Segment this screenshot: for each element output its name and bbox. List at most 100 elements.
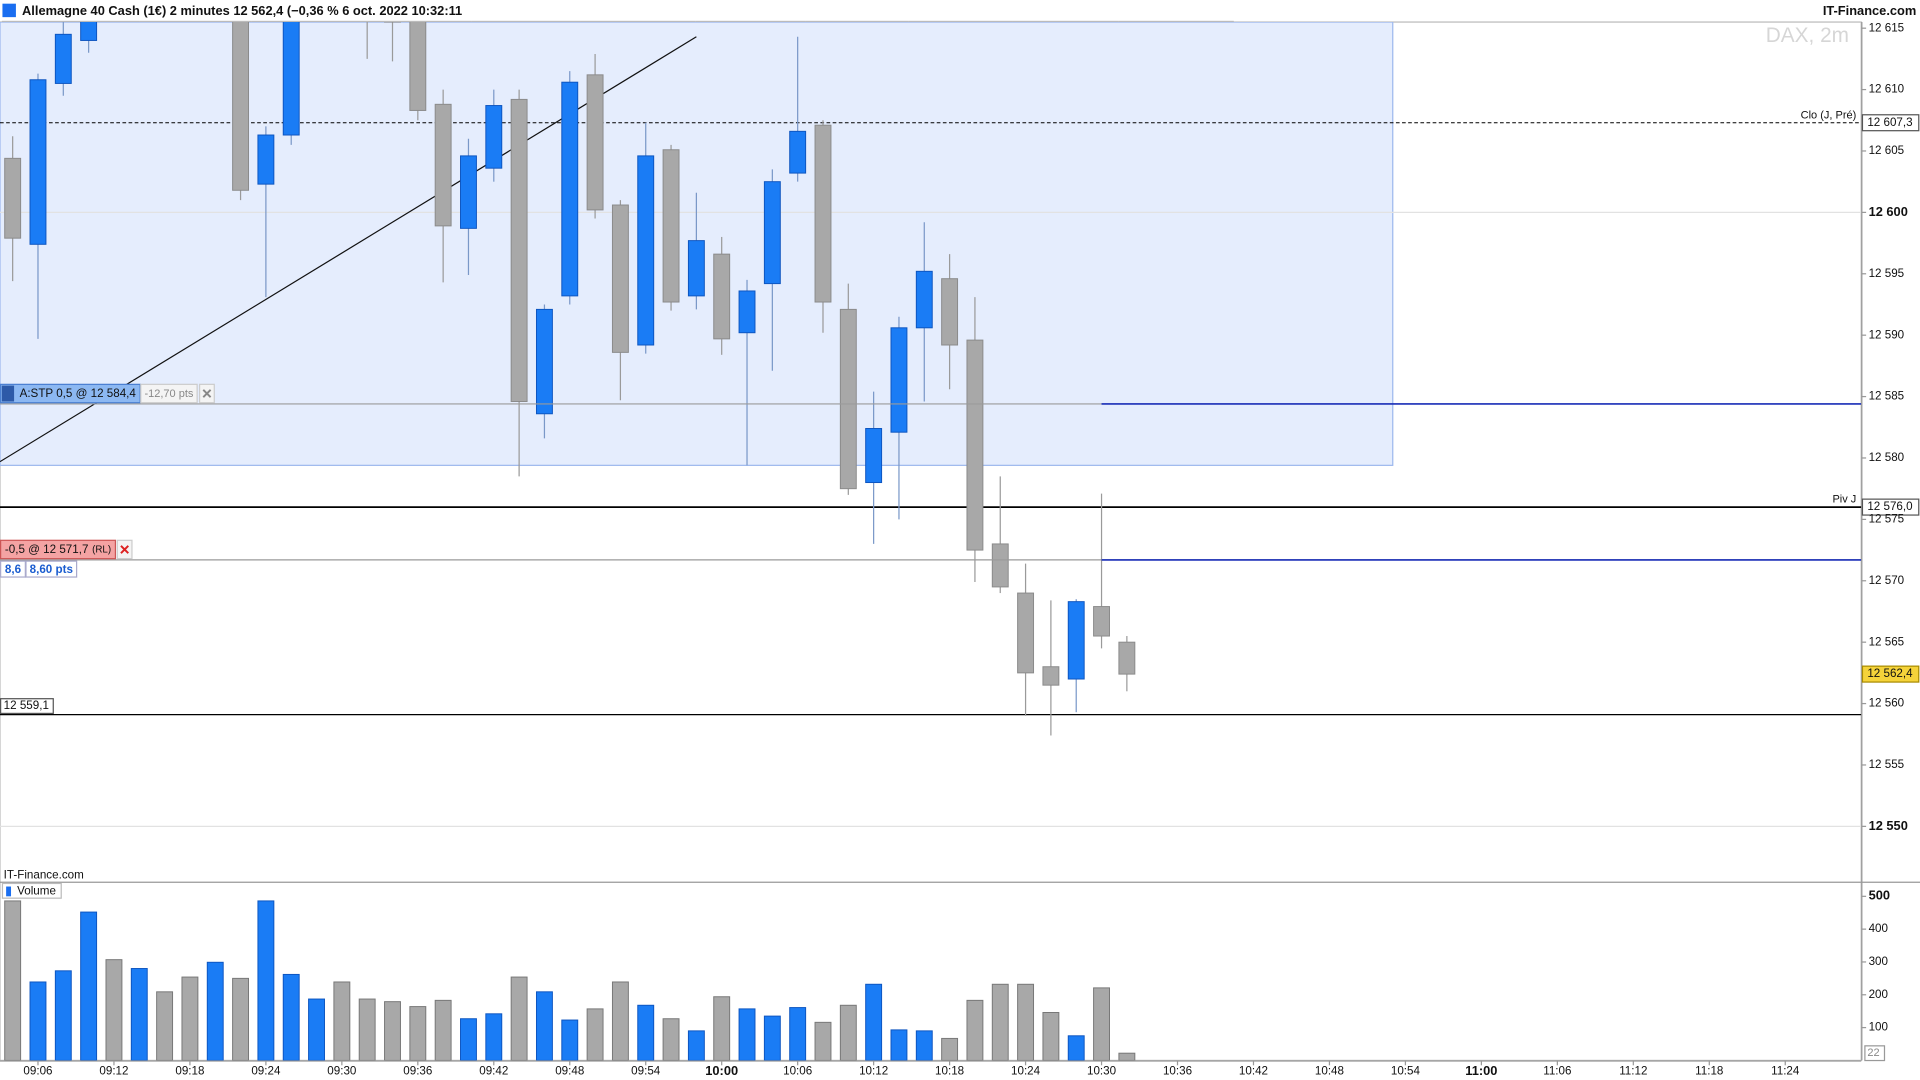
volume-bar: [611, 981, 629, 1061]
x-tick-label: 10:42: [1239, 1065, 1268, 1078]
y-tick-label: 12 575: [1869, 512, 1905, 525]
volume-bar: [1042, 1012, 1060, 1061]
candle-body: [991, 543, 1009, 588]
candle-body: [80, 22, 98, 41]
candle-body: [915, 270, 933, 329]
v-tick-label: 100: [1869, 1021, 1889, 1034]
x-tick-label: 09:24: [251, 1065, 281, 1078]
candle-body: [941, 278, 959, 346]
level-tag-box: [1861, 498, 1920, 516]
y-tick-label: 12 595: [1869, 267, 1905, 280]
header-source: IT-Finance.com: [1823, 3, 1916, 18]
candle-body: [789, 130, 807, 174]
candle-body: [257, 134, 275, 185]
volume-bar: [282, 973, 300, 1061]
y-tick-label: 12 590: [1869, 328, 1905, 341]
candle-body: [662, 149, 680, 303]
y-tick-label: 12 550: [1869, 818, 1908, 833]
volume-bar: [561, 1019, 579, 1061]
order-label[interactable]: A:STP 0,5 @ 12 584,4 -12,70 pts: [0, 383, 215, 404]
candle-body: [510, 98, 528, 402]
candle-body: [839, 308, 857, 490]
volume-bar: [80, 911, 98, 1061]
level-name: Piv J: [1832, 494, 1856, 506]
candle-body: [763, 181, 781, 285]
header-title: Allemagne 40 Cash (1€) 2 minutes 12 562,…: [22, 3, 462, 18]
order-label[interactable]: -0,5 @ 12 571,7 (RL) 8,6 8,60 pts: [0, 539, 133, 578]
price-pane: [0, 22, 1862, 827]
order-tag: (RL): [92, 545, 111, 556]
volume-last: 22: [1867, 1047, 1879, 1059]
candle-body: [460, 155, 477, 229]
candle-body: [1067, 601, 1085, 680]
candle-body: [713, 253, 731, 340]
volume-bar: [206, 961, 224, 1061]
order-box: [0, 383, 141, 404]
volume-bar: [384, 1001, 401, 1061]
level-tag: 12 576,0: [1867, 500, 1913, 513]
x-tick-label: 11:00: [1465, 1063, 1497, 1078]
volume-bar: [232, 977, 250, 1061]
volume-bar: [890, 1029, 908, 1061]
support-tag: 12 559,1: [4, 699, 49, 712]
gain-pts: 8,60 pts: [30, 563, 73, 576]
volume-pane: [4, 900, 1136, 1061]
x-tick-label: 10:36: [1163, 1065, 1192, 1078]
candle-body: [282, 22, 300, 136]
volume-bar: [333, 981, 351, 1061]
volume-bar: [763, 1015, 781, 1061]
header-icon: [2, 3, 16, 18]
order-handle: [1, 385, 15, 402]
candle-body: [966, 339, 984, 551]
candle-body: [890, 327, 908, 433]
x-tick-label: 11:24: [1771, 1065, 1800, 1078]
candle-body: [1042, 666, 1060, 686]
x-tick-label: 11:18: [1695, 1065, 1723, 1078]
volume-bar: [4, 900, 22, 1061]
y-tick-label: 12 610: [1869, 83, 1905, 96]
last-price: 12 562,4: [1867, 667, 1913, 680]
candle-body: [54, 33, 72, 84]
x-tick-label: 09:42: [479, 1065, 508, 1078]
volume-bar: [1067, 1035, 1085, 1061]
candle-body: [611, 204, 629, 353]
volume-bar: [991, 983, 1009, 1061]
x-tick-label: 10:24: [1011, 1065, 1041, 1078]
volume-bar: [586, 1008, 604, 1061]
order-pnl-box: [140, 383, 198, 404]
candle-body: [1093, 606, 1110, 637]
candle-body: [409, 22, 427, 111]
candle-body: [1118, 641, 1136, 675]
watermark: DAX, 2m: [1766, 24, 1849, 47]
overlay: Clo (J, Pré) 12 607,3 Piv J 12 576,0 12 559,…: [0, 109, 1920, 1062]
volume-bar: [257, 900, 275, 1061]
candle-body: [535, 308, 553, 415]
x-tick-label: 10:12: [859, 1065, 888, 1078]
x-tick-label: 09:12: [99, 1065, 128, 1078]
volume-legend: Volume: [17, 885, 56, 898]
volume-bar: [814, 1021, 832, 1061]
candle-body: [232, 22, 250, 191]
volume-bar: [434, 999, 452, 1061]
volume-bar: [409, 1006, 427, 1061]
order-text: -0,5 @ 12 571,7: [5, 543, 89, 556]
x-tick-label: 09:36: [403, 1065, 432, 1078]
y-tick-label: 12 555: [1869, 758, 1905, 771]
volume-bar: [687, 1030, 705, 1061]
v-tick-label: 500: [1869, 888, 1890, 903]
y-tick-label: 12 570: [1869, 574, 1905, 587]
volume-bar: [915, 1030, 933, 1061]
volume-bar: [510, 976, 528, 1061]
x-tick-label: 09:18: [175, 1065, 204, 1078]
volume-bar: [865, 983, 883, 1061]
candle-body: [738, 290, 756, 334]
y-tick-label: 12 615: [1869, 21, 1905, 34]
x-tick-label: 09:54: [631, 1065, 661, 1078]
volume-bar: [308, 998, 325, 1061]
x-tick-label: 11:06: [1543, 1065, 1571, 1078]
candle-body: [687, 240, 705, 297]
y-tick-label: 12 585: [1869, 390, 1905, 403]
v-tick-label: 400: [1869, 922, 1889, 935]
candle-body: [637, 155, 655, 346]
